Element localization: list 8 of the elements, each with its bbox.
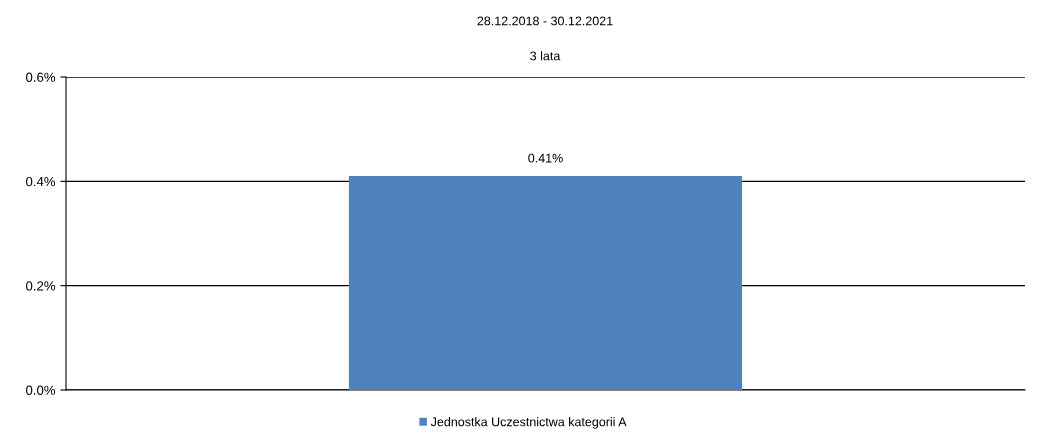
y-tick-label: 0.0%: [26, 385, 56, 395]
legend-label: Jednostka Uczestnictwa kategorii A: [430, 417, 627, 429]
y-tick-label: 0.6%: [26, 72, 56, 82]
chart-subtitle: 3 lata: [530, 51, 561, 61]
y-tick-label: 0.2%: [26, 281, 56, 291]
data-label: 0.41%: [528, 153, 563, 163]
y-tick-label: 0.4%: [26, 176, 56, 187]
chart-title: 28.12.2018 - 30.12.2021: [477, 16, 613, 26]
